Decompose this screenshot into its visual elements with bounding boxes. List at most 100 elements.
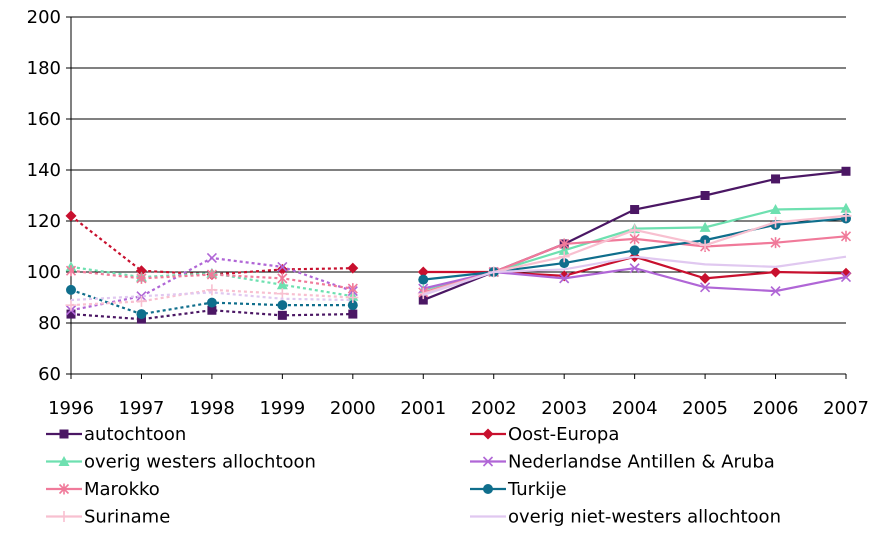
legend-item: overig westers allochtoon bbox=[46, 452, 316, 473]
x-tick-label: 2001 bbox=[400, 398, 446, 419]
data-point bbox=[417, 266, 429, 278]
data-point bbox=[770, 266, 782, 278]
data-point bbox=[135, 265, 147, 277]
data-point bbox=[206, 252, 217, 264]
y-tick-label: 80 bbox=[38, 313, 61, 334]
x-tick-label: 2006 bbox=[753, 398, 799, 419]
data-point bbox=[841, 166, 851, 176]
data-point bbox=[418, 295, 428, 305]
data-point bbox=[840, 230, 852, 242]
data-point bbox=[770, 204, 782, 215]
data-point bbox=[136, 309, 147, 320]
legend-label: Turkije bbox=[507, 479, 567, 500]
y-tick-label: 120 bbox=[27, 211, 61, 232]
series-line-dashed bbox=[70, 288, 353, 307]
data-point bbox=[629, 245, 640, 256]
legend-label: Marokko bbox=[84, 479, 160, 500]
legend-marker bbox=[483, 484, 493, 494]
legend-item: Oost-Europa bbox=[470, 424, 619, 445]
data-point bbox=[770, 286, 781, 297]
gridlines bbox=[71, 16, 846, 324]
data-point bbox=[277, 310, 287, 320]
tick-labels: 60 80 100 120 140 160 180 200 1996 1997 1998 1999 20… bbox=[27, 7, 869, 419]
data-point bbox=[135, 295, 147, 307]
data-point bbox=[629, 263, 640, 274]
x-tick-label: 1999 bbox=[259, 398, 305, 419]
y-tick-label: 100 bbox=[27, 262, 61, 283]
data-point bbox=[700, 282, 711, 293]
data-point bbox=[348, 309, 358, 319]
data-point bbox=[418, 274, 429, 285]
legend: autochtoon Oost-Europa overig westers allo… bbox=[46, 424, 781, 528]
data-point bbox=[630, 205, 640, 215]
data-point bbox=[699, 272, 711, 284]
legend-marker bbox=[58, 483, 70, 495]
data-point bbox=[206, 297, 217, 308]
legend-label: Suriname bbox=[84, 507, 170, 528]
data-point bbox=[276, 279, 288, 290]
series-line-dashed bbox=[70, 269, 353, 290]
series-line-dashed bbox=[70, 215, 353, 276]
data-point bbox=[277, 272, 288, 284]
data-point bbox=[65, 210, 77, 222]
data-point bbox=[65, 265, 77, 277]
series-line-dashed bbox=[70, 291, 353, 302]
data-point bbox=[629, 224, 641, 236]
legend-item: Nederlandse Antillen & Aruba bbox=[470, 452, 775, 473]
legend-marker bbox=[59, 429, 69, 439]
data-point bbox=[136, 272, 147, 284]
legend-label: Nederlandse Antillen & Aruba bbox=[508, 452, 775, 473]
legend-marker bbox=[482, 456, 494, 467]
legend-label: overig niet-westers allochtoon bbox=[508, 507, 781, 528]
x-tick-label: 1998 bbox=[189, 398, 235, 419]
legend-item: overig niet-westers allochtoon bbox=[470, 507, 781, 528]
data-point bbox=[136, 314, 146, 324]
data-point bbox=[347, 300, 358, 311]
data-point bbox=[699, 239, 711, 251]
data-point bbox=[840, 272, 852, 283]
y-tick-label: 180 bbox=[27, 58, 61, 79]
y-tick-label: 60 bbox=[38, 364, 61, 385]
legend-marker bbox=[58, 511, 70, 522]
data-point bbox=[276, 263, 288, 275]
data-point bbox=[206, 284, 218, 296]
data-point bbox=[206, 269, 217, 281]
data-point bbox=[770, 237, 781, 249]
legend-label: autochtoon bbox=[84, 424, 186, 445]
series-line-solid bbox=[422, 235, 847, 294]
legend-item: Suriname bbox=[46, 507, 170, 528]
data-point bbox=[840, 210, 852, 222]
legend-item: autochtoon bbox=[46, 424, 186, 445]
data-point bbox=[558, 251, 570, 263]
data-point bbox=[770, 216, 782, 228]
legend-marker bbox=[58, 456, 70, 466]
axes bbox=[66, 16, 847, 379]
legend-label: Oost-Europa bbox=[508, 424, 619, 445]
series-line-dashed bbox=[70, 309, 353, 321]
data-point bbox=[347, 292, 359, 303]
data-point bbox=[66, 284, 76, 295]
data-point bbox=[277, 300, 288, 311]
data-point bbox=[558, 244, 570, 255]
data-point bbox=[347, 262, 359, 274]
x-tick-label: 2005 bbox=[682, 398, 728, 419]
data-point bbox=[66, 309, 76, 319]
data-point bbox=[771, 174, 781, 184]
y-tick-label: 200 bbox=[27, 7, 61, 28]
series-line-dashed bbox=[70, 265, 353, 298]
data-point bbox=[700, 191, 710, 200]
data-point bbox=[699, 221, 711, 232]
data-series bbox=[65, 166, 852, 324]
data-point bbox=[559, 238, 570, 250]
y-tick-label: 160 bbox=[27, 109, 61, 130]
x-tick-label: 2002 bbox=[471, 398, 517, 419]
data-point bbox=[840, 267, 852, 279]
y-tick-label: 140 bbox=[27, 160, 61, 181]
data-point bbox=[559, 258, 570, 269]
series-line-solid bbox=[422, 255, 847, 296]
data-point bbox=[276, 288, 288, 300]
legend-item: Marokko bbox=[46, 479, 160, 500]
x-tick-label: 2003 bbox=[541, 398, 587, 419]
series-7 bbox=[70, 255, 847, 302]
